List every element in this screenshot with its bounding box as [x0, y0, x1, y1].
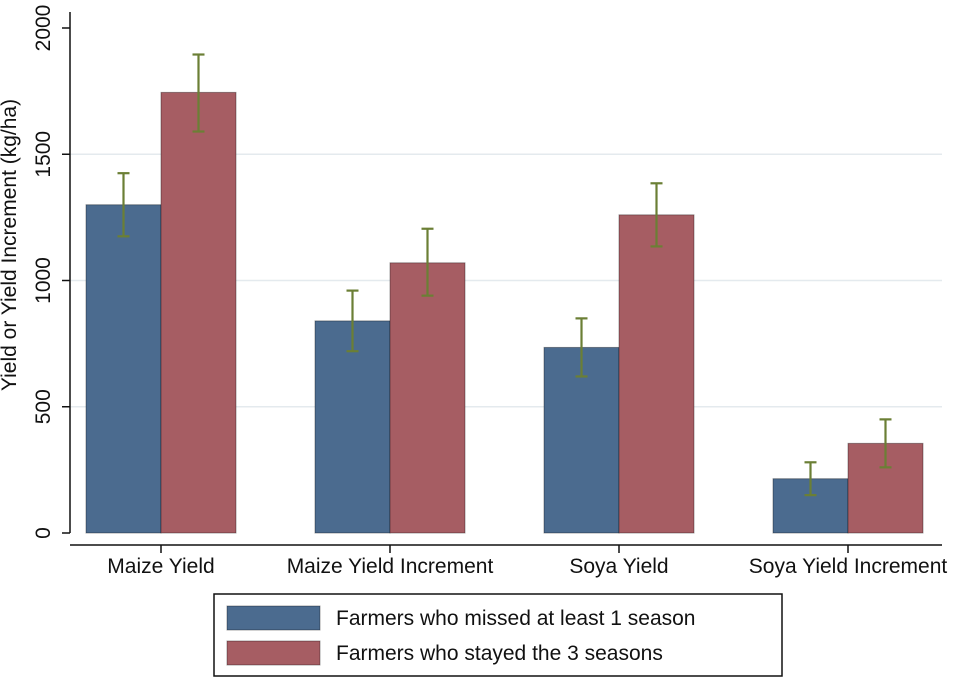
legend: Farmers who missed at least 1 season Farm…: [213, 593, 783, 677]
legend-swatch: [226, 640, 321, 666]
error-bar: [117, 172, 130, 238]
error-bar: [879, 418, 892, 469]
y-axis-label: Yield or Yield Increment (kg/ha): [0, 99, 21, 391]
error-bar: [650, 182, 663, 248]
bar: [85, 204, 162, 534]
y-tick-label: 2000: [32, 5, 55, 52]
bar: [389, 262, 466, 534]
error-bar: [804, 461, 817, 497]
error-bar: [421, 227, 434, 297]
x-tick-label: Maize Yield: [107, 555, 214, 578]
error-bars: [117, 53, 892, 497]
bar: [160, 91, 237, 534]
bars: [85, 91, 924, 534]
error-bar: [575, 317, 588, 378]
y-tick-label: 0: [32, 527, 55, 539]
legend-label: Farmers who stayed the 3 seasons: [336, 642, 663, 665]
y-tick-label: 1000: [32, 257, 55, 304]
x-tick-label: Maize Yield Increment: [287, 555, 494, 578]
error-bar: [346, 289, 359, 353]
x-tick-label: Soya Yield: [569, 555, 668, 578]
bar: [314, 320, 391, 534]
legend-swatch: [226, 605, 321, 631]
legend-label: Farmers who missed at least 1 season: [336, 607, 695, 630]
x-tick-label: Soya Yield Increment: [749, 555, 948, 578]
bar: [618, 214, 695, 534]
y-tick-label: 500: [32, 389, 55, 424]
bar: [543, 346, 620, 534]
axes: 0 500 1000 1500 2000 Maize Yield Maize Yield I…: [32, 5, 947, 578]
y-tick-label: 1500: [32, 131, 55, 178]
error-bar: [192, 53, 205, 133]
